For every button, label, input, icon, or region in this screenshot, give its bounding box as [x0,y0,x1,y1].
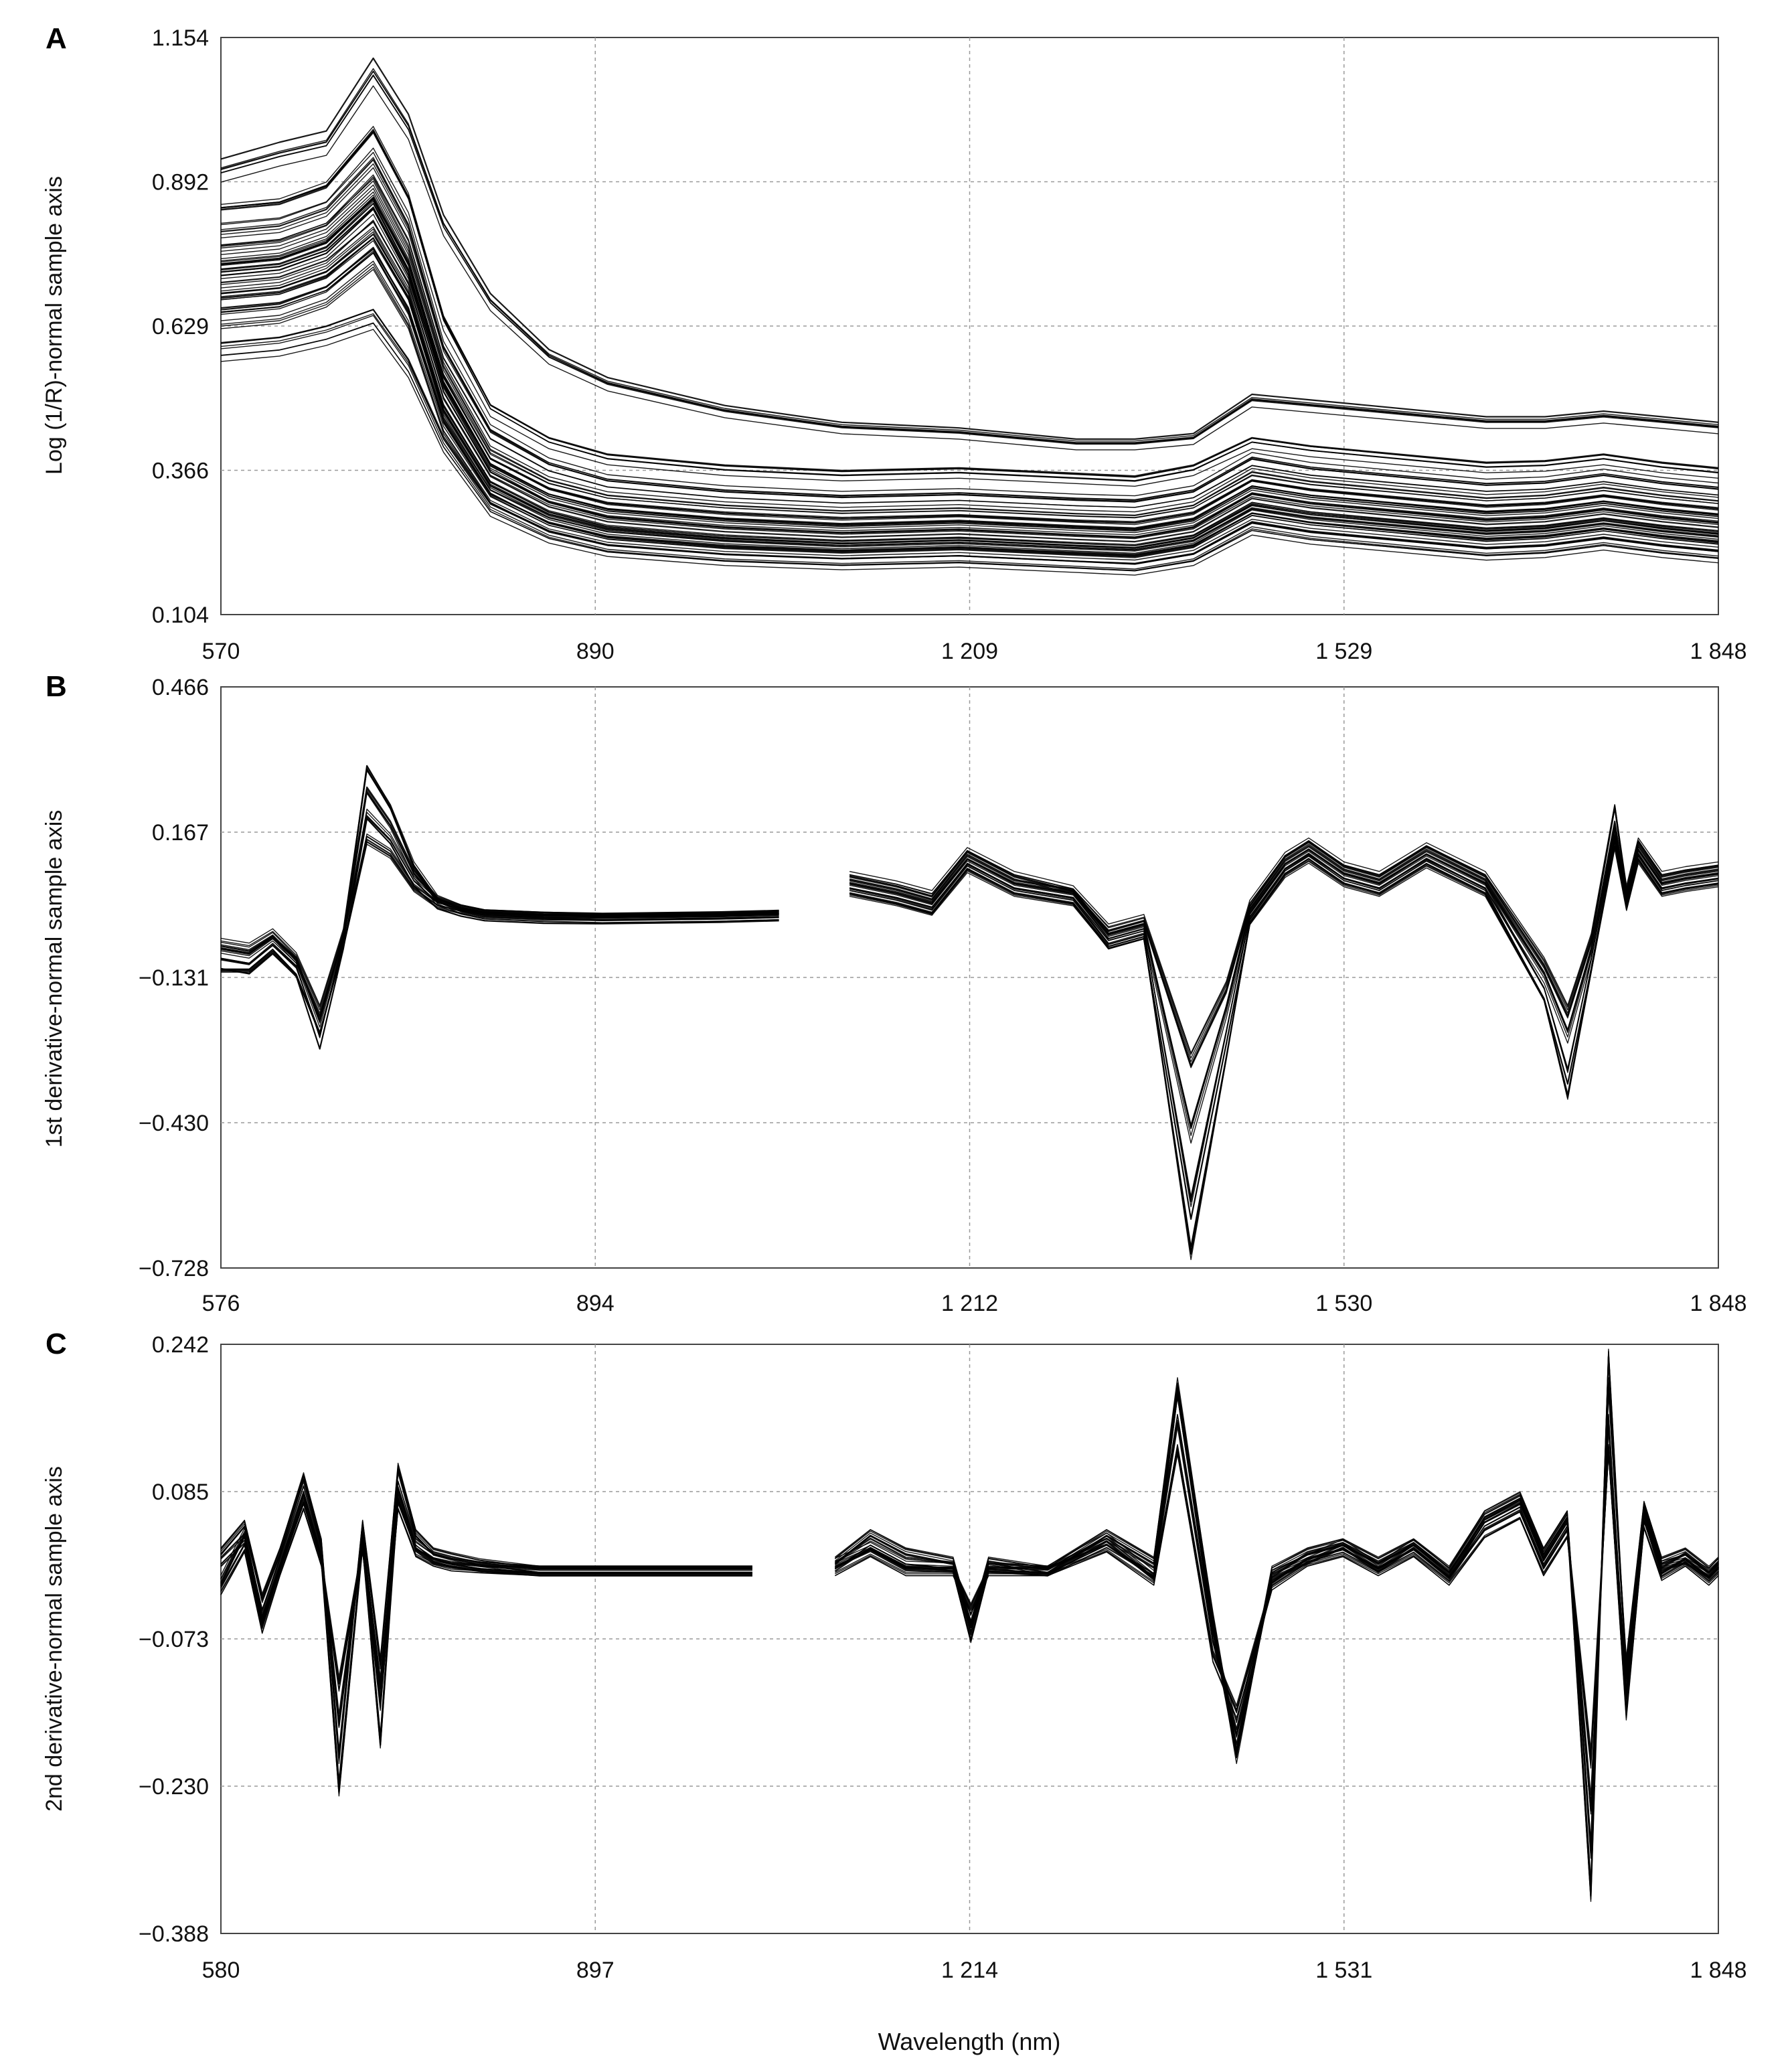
panel-a-series-line [220,266,1719,561]
panel-b-series-line [220,808,1719,1208]
panel-c-series-line [220,1351,1719,1891]
panel-b-ticks: 576 894 1 212 1 530 1 848 0.466 0.167 −0.131 −0.… [139,675,1747,1316]
panel-a-series-line [220,221,1719,543]
panel-c-series [220,1348,1719,1902]
panel-a-series-line [220,231,1719,550]
panel-c-letter: C [46,1328,67,1360]
panel-c-grid [221,1344,1718,1933]
panel-a-series-line [220,252,1719,558]
panel-c-ticks: 580 897 1 214 1 531 1 848 0.242 0.085 −0.073 −0.… [139,1332,1747,1983]
panel-a-series-line [220,206,1719,534]
panel-a-series-line [220,194,1719,524]
x-axis-label: Wavelength (nm) [878,2028,1061,2055]
panel-a-series-line [220,167,1719,502]
panel-a-series-line [220,180,1719,516]
panel-a-series-line [220,163,1719,500]
panel-a-series-line [220,68,1719,445]
panel-b-y-tick-label: −0.728 [139,1256,209,1281]
panel-b-x-tick-label: 894 [576,1291,615,1316]
panel-a-x-tick-label: 1 209 [941,639,998,664]
panel-a-ticks: 570 890 1 209 1 529 1 848 1.154 0.892 0.629 0.36… [152,25,1747,664]
panel-a-series-line [220,228,1719,546]
panel-c-x-tick-label: 897 [576,1958,615,1983]
panel-a-series-line [220,178,1719,513]
panel-b-y-tick-label: 0.466 [152,675,209,700]
panel-c-y-tick-label: −0.230 [139,1774,209,1800]
panel-a-series-line [220,238,1719,554]
panel-a-series [220,57,1719,576]
panel-a-series-line [220,147,1719,487]
panel-b-y-tick-label: −0.430 [139,1111,209,1136]
panel-b-x-tick-label: 1 848 [1690,1291,1746,1316]
panel-a-x-tick-label: 890 [576,639,615,664]
panel-a-series-line [220,151,1719,497]
panel-a-series-line [220,191,1719,526]
panel-a: A Log (1/R)-normal sample axis 570 890 1 2… [42,22,1747,664]
panel-c: C 2nd derivative-normal sample axis 580 8… [42,1328,1747,1983]
panel-c-x-tick-label: 1 214 [941,1958,998,1983]
panel-c-x-tick-label: 1 848 [1690,1958,1746,1983]
panel-a-series-line [220,199,1719,530]
panel-a-series-line [220,252,1719,556]
panel-b: B 1st derivative-normal sample axis 576 8… [42,670,1747,1316]
panel-a-x-tick-label: 570 [202,639,240,664]
panel-a-series-line [220,315,1719,571]
panel-a-series-line [220,214,1719,536]
panel-a-series-line [220,176,1719,508]
panel-a-y-tick-label: 0.892 [152,170,209,195]
panel-c-x-tick-label: 580 [202,1958,240,1983]
panel-c-y-tick-label: −0.073 [139,1627,209,1652]
panel-b-series-line [220,770,1719,1055]
panel-a-series-line [220,187,1719,519]
panel-a-y-tick-label: 0.104 [152,603,209,628]
panel-b-y-tick-label: −0.131 [139,965,209,991]
panel-a-x-tick-label: 1 529 [1315,639,1372,664]
panel-a-series-line [220,250,1719,556]
panel-c-x-tick-label: 1 531 [1315,1958,1372,1983]
panel-b-grid [221,687,1718,1268]
panel-a-series-line [220,313,1719,565]
panel-c-y-tick-label: −0.388 [139,1921,209,1947]
panel-a-y-tick-label: 1.154 [152,25,209,51]
panel-a-series-line [220,71,1719,443]
panel-b-letter: B [46,670,67,703]
panel-a-series-line [220,57,1719,440]
panel-a-series-line [220,200,1719,538]
panel-a-series-line [220,203,1719,532]
panel-b-x-tick-label: 1 530 [1315,1291,1372,1316]
panel-a-series-line [220,85,1719,451]
panel-a-series-line [220,220,1719,540]
panel-b-series-line [220,817,1719,1220]
panel-a-letter: A [46,22,67,55]
panel-b-x-tick-label: 1 212 [941,1291,998,1316]
panel-b-y-axis-label: 1st derivative-normal sample axis [42,810,67,1148]
panel-b-series-line [221,836,1719,1255]
panel-a-series-line [220,309,1719,570]
panel-b-series-line [221,841,1719,1247]
panel-a-series-line [220,196,1719,530]
panel-c-y-tick-label: 0.085 [152,1480,209,1505]
panel-a-y-tick-label: 0.629 [152,314,209,339]
panel-a-y-tick-label: 0.366 [152,459,209,484]
panel-b-y-tick-label: 0.167 [152,820,209,846]
panel-a-y-axis-label: Log (1/R)-normal sample axis [42,176,67,475]
panel-a-series-line [220,131,1719,482]
panel-b-series-line [220,768,1719,1059]
panel-b-series [220,765,1719,1261]
panel-c-y-tick-label: 0.242 [152,1332,209,1358]
panel-a-x-tick-label: 1 848 [1690,639,1746,664]
panel-c-y-axis-label: 2nd derivative-normal sample axis [42,1466,67,1812]
panel-b-x-tick-label: 576 [202,1291,240,1316]
panel-a-series-line [220,329,1719,576]
panel-a-series-line [220,184,1719,516]
